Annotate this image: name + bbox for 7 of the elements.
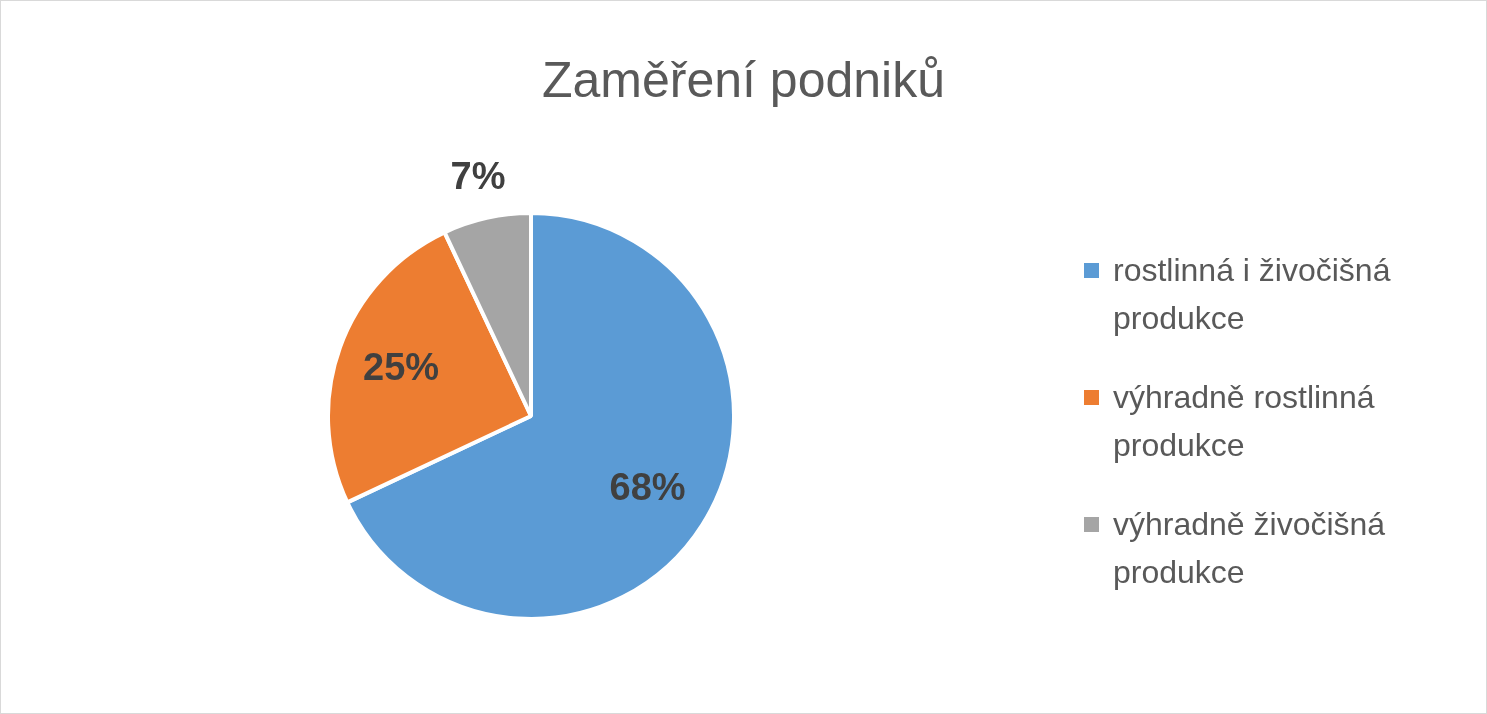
legend-label: rostlinná i živočišná produkce: [1113, 251, 1392, 338]
data-label: 25%: [363, 345, 440, 388]
data-label: 7%: [450, 155, 506, 198]
data-label: 68%: [609, 466, 686, 509]
legend-label: výhradně živočišná produkce: [1113, 505, 1387, 592]
chart-title: Zaměření podniků: [541, 51, 946, 109]
legend-label: výhradně rostlinná produkce: [1113, 378, 1376, 465]
